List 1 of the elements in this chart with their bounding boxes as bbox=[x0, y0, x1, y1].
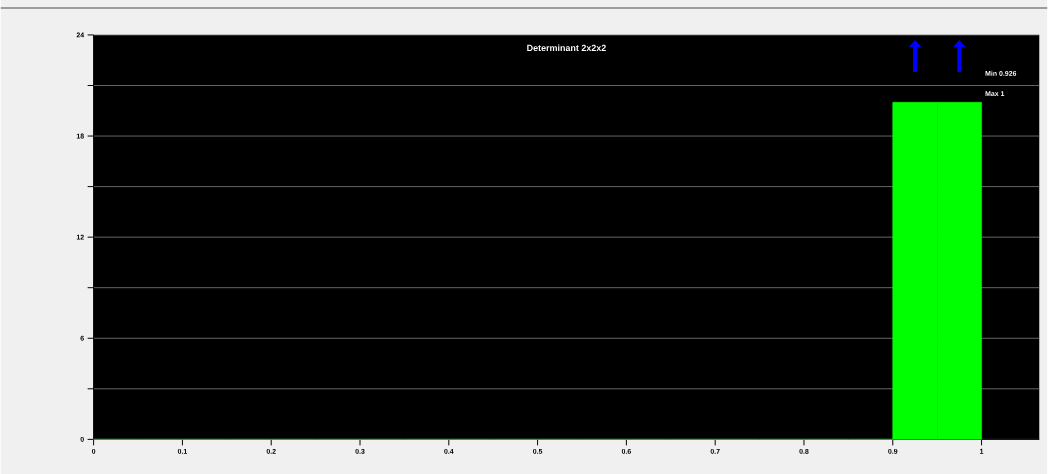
text: Determinant 2x2x2 bbox=[527, 44, 606, 51]
